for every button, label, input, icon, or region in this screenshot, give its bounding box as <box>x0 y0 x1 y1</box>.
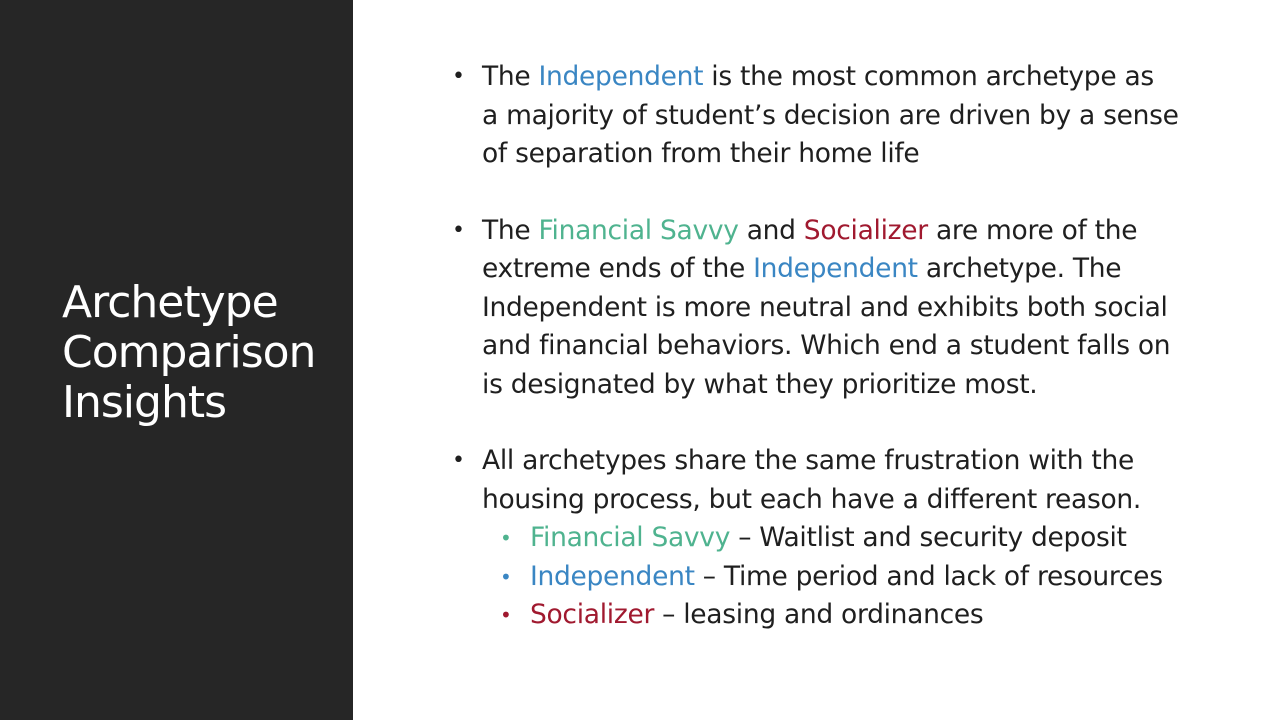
text-segment: and <box>738 214 804 246</box>
title-line: Archetype <box>62 277 279 328</box>
archetype-name: Financial Savvy <box>530 522 731 553</box>
sub-bullet-item: • Socializer – leasing and ordinances <box>482 596 1252 635</box>
text-segment: All archetypes share the same frustratio… <box>482 445 1134 476</box>
archetype-name: Independent <box>530 560 695 592</box>
bullet-text-line: and financial behaviors. Which end a stu… <box>482 327 1252 366</box>
bullet-point: • The Independent is the most common arch… <box>452 58 1252 174</box>
sub-bullet-dot: • <box>500 564 512 589</box>
bullet-text-line: of separation from their home life <box>482 135 1252 174</box>
archetype-highlight: Socializer <box>803 214 928 246</box>
text-segment: and financial behaviors. Which end a stu… <box>482 330 1171 361</box>
title-line: Comparison <box>62 327 316 378</box>
bullet-text-line: All archetypes share the same frustratio… <box>482 442 1252 481</box>
text-segment: Independent is more neutral and exhibits… <box>482 291 1168 323</box>
archetype-highlight: Financial Savvy <box>538 214 739 246</box>
sub-bullet-list: • Financial Savvy – Waitlist and security… <box>482 519 1252 635</box>
sub-bullet-item: • Financial Savvy – Waitlist and security… <box>482 519 1252 558</box>
title-panel: Archetype Comparison Insights <box>0 0 353 720</box>
archetype-highlight: Independent <box>753 253 918 284</box>
bullet-dot: • <box>452 64 465 89</box>
sub-bullet-dot: • <box>500 526 512 550</box>
slide-title: Archetype Comparison Insights <box>62 278 342 428</box>
text-segment: is the most common archetype as <box>703 61 1154 92</box>
sub-bullet-item: • Independent – Time period and lack of r… <box>482 558 1252 597</box>
archetype-reason: – Time period and lack of resources <box>694 560 1163 592</box>
archetype-highlight: Independent <box>538 61 704 92</box>
bullet-text-line: housing process, but each have a differe… <box>482 481 1252 520</box>
bullet-point: • The Financial Savvy and Socializer are … <box>452 212 1252 405</box>
bullet-list: • The Independent is the most common arch… <box>452 58 1252 635</box>
bullet-text-line: is designated by what they prioritize mo… <box>482 366 1252 405</box>
archetype-reason: – leasing and ordinances <box>654 599 984 630</box>
bullet-text-line: extreme ends of the Independent archetyp… <box>482 250 1252 289</box>
title-line: Insights <box>62 377 227 428</box>
archetype-reason: – Waitlist and security deposit <box>730 522 1127 553</box>
text-segment: is designated by what they prioritize mo… <box>482 368 1038 400</box>
bullet-text-line: The Financial Savvy and Socializer are m… <box>482 212 1252 251</box>
bullet-text-line: a majority of student’s decision are dri… <box>482 97 1252 136</box>
sub-bullet-dot: • <box>500 603 512 627</box>
bullet-text-line: Independent is more neutral and exhibits… <box>482 289 1252 328</box>
archetype-name: Socializer <box>530 599 655 630</box>
text-segment: are more of the <box>927 214 1138 246</box>
bullet-dot: • <box>452 448 465 473</box>
bullet-dot: • <box>452 217 465 243</box>
text-segment: archetype. The <box>917 253 1122 284</box>
text-segment: extreme ends of the <box>482 253 754 284</box>
bullet-point: • All archetypes share the same frustrati… <box>452 442 1252 635</box>
text-segment: housing process, but each have a differe… <box>482 483 1142 515</box>
text-segment: a majority of student’s decision are dri… <box>482 99 1179 131</box>
text-segment: of separation from their home life <box>482 138 920 169</box>
text-segment: The <box>482 214 539 246</box>
text-segment: The <box>482 61 539 92</box>
bullet-text-line: The Independent is the most common arche… <box>482 58 1252 97</box>
